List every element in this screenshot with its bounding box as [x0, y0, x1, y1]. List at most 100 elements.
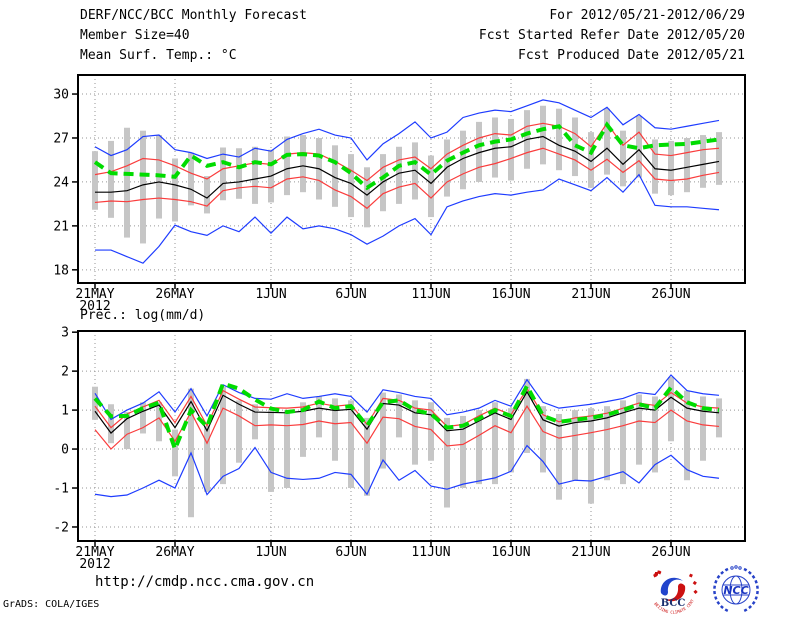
bottom-chart-title: Prec.: log(mm/d)	[80, 308, 206, 323]
spread-bar	[252, 404, 258, 440]
y-tick-label: 0	[61, 443, 69, 458]
y-tick-label: 2	[61, 365, 69, 380]
ncc-globe-icon	[721, 575, 751, 605]
spread-bar	[332, 398, 338, 461]
x-tick-sublabel: 2012	[79, 557, 110, 572]
spread-bar	[268, 410, 274, 492]
spread-bar	[108, 404, 114, 444]
spread-bar	[428, 155, 434, 218]
ensemble-mean-line	[94, 390, 720, 434]
x-tick-label: 26MAY	[155, 545, 194, 560]
ensemble-upper-line	[94, 122, 720, 182]
spread-bar	[412, 400, 418, 465]
spread-bar	[540, 406, 546, 473]
y-tick-label: -2	[53, 520, 69, 535]
ensemble-maximum-line	[94, 374, 720, 421]
spread-bar	[684, 137, 690, 193]
spread-bar	[604, 108, 610, 175]
ensemble-maximum-line	[94, 99, 720, 161]
spread-bar	[332, 145, 338, 207]
ensemble-lower-line	[94, 405, 720, 450]
ensemble-mean-line	[95, 135, 720, 199]
spread-bar	[508, 408, 514, 473]
spread-bar	[172, 158, 178, 222]
x-tick-label: 6JUN	[335, 287, 366, 302]
spread-bar	[556, 108, 562, 171]
bcc-logo-text: BCC	[661, 598, 686, 609]
spread-bar	[716, 132, 722, 185]
spread-bar	[604, 406, 610, 481]
plot-border	[77, 330, 746, 542]
ncc-wreath-icon	[713, 565, 759, 613]
spread-bar	[588, 408, 594, 504]
x-tick-label: 11JUN	[411, 287, 450, 302]
spread-bar	[172, 429, 178, 477]
spread-bar	[668, 376, 674, 442]
spread-bar	[444, 417, 450, 508]
spread-bars	[92, 376, 722, 518]
spread-bar	[300, 402, 306, 457]
x-tick-label: 26JUN	[651, 287, 690, 302]
x-tick-label: 16JUN	[491, 545, 530, 560]
spread-bar	[476, 121, 482, 182]
plot-border	[77, 74, 746, 284]
source-url: http://cmdp.ncc.cma.gov.cn	[95, 574, 315, 590]
spread-bar	[492, 402, 498, 485]
spread-bar	[572, 410, 578, 481]
ensemble-median-dashed-line	[93, 121, 720, 191]
x-tick-label: 21MAY	[75, 287, 114, 302]
spread-bar	[556, 413, 562, 500]
spread-bar	[428, 402, 434, 461]
spread-bar	[220, 386, 226, 485]
spread-bar	[284, 136, 290, 196]
spread-bar	[204, 425, 210, 492]
x-tick-label: 16JUN	[491, 287, 530, 302]
y-tick-label: 24	[53, 175, 69, 190]
spread-bar	[108, 140, 114, 218]
fcst-produced-date-label: Fcst Produced Date 2012/05/21	[518, 48, 745, 63]
x-tick-label: 21MAY	[75, 545, 114, 560]
spread-bar	[380, 392, 386, 469]
spread-bar	[92, 151, 98, 210]
spread-bar	[252, 146, 258, 204]
y-tick-label: 30	[53, 88, 69, 103]
ensemble-minimum-line	[95, 173, 720, 264]
spread-bar	[476, 410, 482, 485]
spread-bar	[316, 396, 322, 438]
spread-bar	[492, 117, 498, 178]
spread-bar	[684, 390, 690, 481]
spread-bar	[140, 130, 146, 244]
y-tick-label: 27	[53, 131, 69, 146]
spread-bar	[636, 116, 642, 178]
x-tick-label: 21JUN	[571, 287, 610, 302]
y-tick-label: 18	[53, 263, 69, 278]
x-tick-label: 26MAY	[155, 287, 194, 302]
spread-bar	[700, 135, 706, 188]
spread-bar	[156, 402, 162, 442]
spread-bar	[396, 146, 402, 204]
x-tick-label: 26JUN	[651, 545, 690, 560]
spread-bar	[620, 400, 626, 485]
bcc-logo: BCC BEIJING CLIMATE CENTER	[647, 564, 699, 616]
spread-bar	[524, 378, 530, 453]
spread-bar	[204, 176, 210, 214]
spread-bar	[124, 127, 130, 238]
spread-bar	[364, 167, 370, 228]
y-tick-label: 21	[53, 219, 69, 234]
ensemble-lower-line	[94, 147, 720, 210]
ensemble-minimum-line	[94, 444, 720, 498]
spread-bar	[540, 105, 546, 165]
spread-bar	[284, 410, 290, 489]
ncc-logo-text: NCC	[723, 584, 748, 597]
spread-bar	[92, 386, 98, 420]
spread-bar	[636, 394, 642, 465]
spread-bar	[396, 394, 402, 438]
x-tick-label: 21JUN	[571, 545, 610, 560]
spread-bar	[668, 140, 674, 196]
spread-bar	[124, 412, 130, 450]
top-chart-title: Mean Surf. Temp.: °C	[80, 48, 237, 63]
spread-bar	[300, 135, 306, 193]
page-title: DERF/NCC/BCC Monthly Forecast	[80, 8, 307, 23]
